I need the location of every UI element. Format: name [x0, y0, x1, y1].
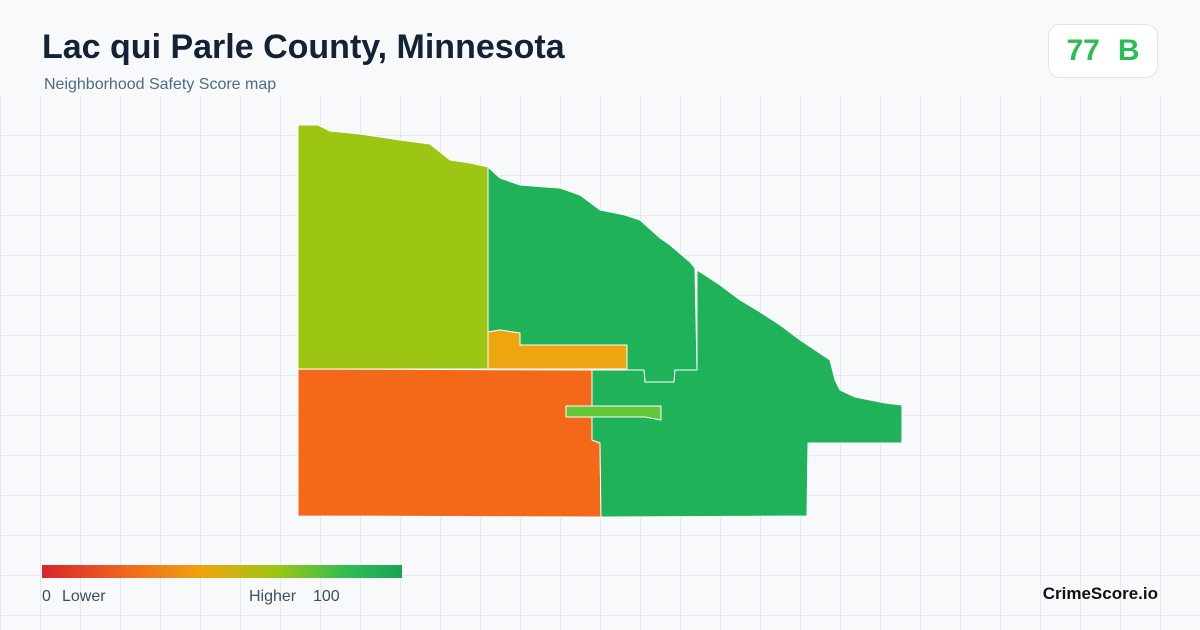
legend-gradient: [42, 565, 402, 578]
region: [297, 368, 602, 518]
legend-max: 100: [313, 588, 340, 605]
title: Lac qui Parle County, Minnesota: [42, 28, 565, 66]
region: [297, 124, 489, 370]
region: [487, 329, 628, 370]
region: [591, 269, 903, 518]
legend-min: 0: [42, 588, 51, 605]
legend-max-label: Higher: [249, 588, 297, 605]
score-badge: 77 B: [1048, 24, 1158, 78]
score-grade: B: [1117, 34, 1140, 67]
score-value: 77: [1066, 34, 1100, 67]
subtitle: Neighborhood Safety Score map: [44, 76, 277, 93]
region: [565, 405, 662, 421]
brand: CrimeScore.io: [1042, 584, 1158, 603]
legend-min-label: Lower: [62, 588, 106, 605]
